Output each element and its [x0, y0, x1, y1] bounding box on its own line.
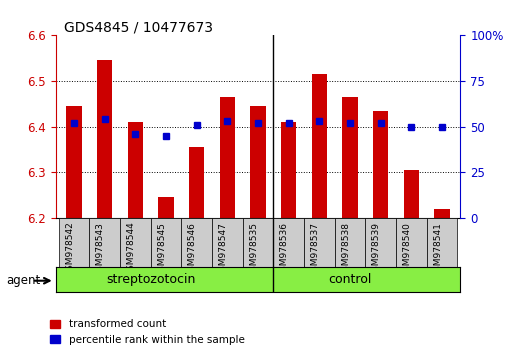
- Text: GSM978543: GSM978543: [95, 222, 105, 276]
- Text: GSM978540: GSM978540: [401, 222, 411, 276]
- Text: streptozotocin: streptozotocin: [106, 273, 195, 286]
- Bar: [311, 74, 326, 218]
- Text: GSM978535: GSM978535: [248, 222, 258, 277]
- Bar: [59, 218, 89, 267]
- Bar: [158, 197, 173, 218]
- Bar: [97, 61, 112, 218]
- Text: agent: agent: [6, 274, 40, 287]
- Bar: [403, 170, 418, 218]
- Bar: [433, 209, 449, 218]
- Text: GSM978538: GSM978538: [340, 222, 349, 277]
- Bar: [250, 106, 265, 218]
- Text: GSM978544: GSM978544: [126, 222, 135, 276]
- Bar: [395, 218, 426, 267]
- Bar: [273, 218, 304, 267]
- Bar: [150, 218, 181, 267]
- Text: GSM978537: GSM978537: [310, 222, 319, 277]
- Bar: [212, 218, 242, 267]
- Bar: [127, 122, 143, 218]
- Text: GSM978545: GSM978545: [157, 222, 166, 276]
- Text: GSM978542: GSM978542: [65, 222, 74, 276]
- Bar: [334, 218, 365, 267]
- Bar: [219, 97, 235, 218]
- Bar: [89, 218, 120, 267]
- Bar: [426, 218, 457, 267]
- Text: GSM978547: GSM978547: [218, 222, 227, 276]
- Bar: [365, 218, 395, 267]
- Text: GSM978536: GSM978536: [279, 222, 288, 277]
- Bar: [280, 122, 296, 218]
- Bar: [181, 218, 212, 267]
- Bar: [242, 218, 273, 267]
- Text: control: control: [328, 273, 371, 286]
- Text: GSM978541: GSM978541: [432, 222, 441, 276]
- Text: GSM978539: GSM978539: [371, 222, 380, 277]
- Bar: [372, 110, 388, 218]
- Text: GDS4845 / 10477673: GDS4845 / 10477673: [64, 20, 212, 34]
- Bar: [66, 106, 82, 218]
- Bar: [342, 97, 357, 218]
- Bar: [120, 218, 150, 267]
- Bar: [189, 147, 204, 218]
- Legend: transformed count, percentile rank within the sample: transformed count, percentile rank withi…: [45, 315, 248, 349]
- Bar: [304, 218, 334, 267]
- Text: GSM978546: GSM978546: [187, 222, 196, 276]
